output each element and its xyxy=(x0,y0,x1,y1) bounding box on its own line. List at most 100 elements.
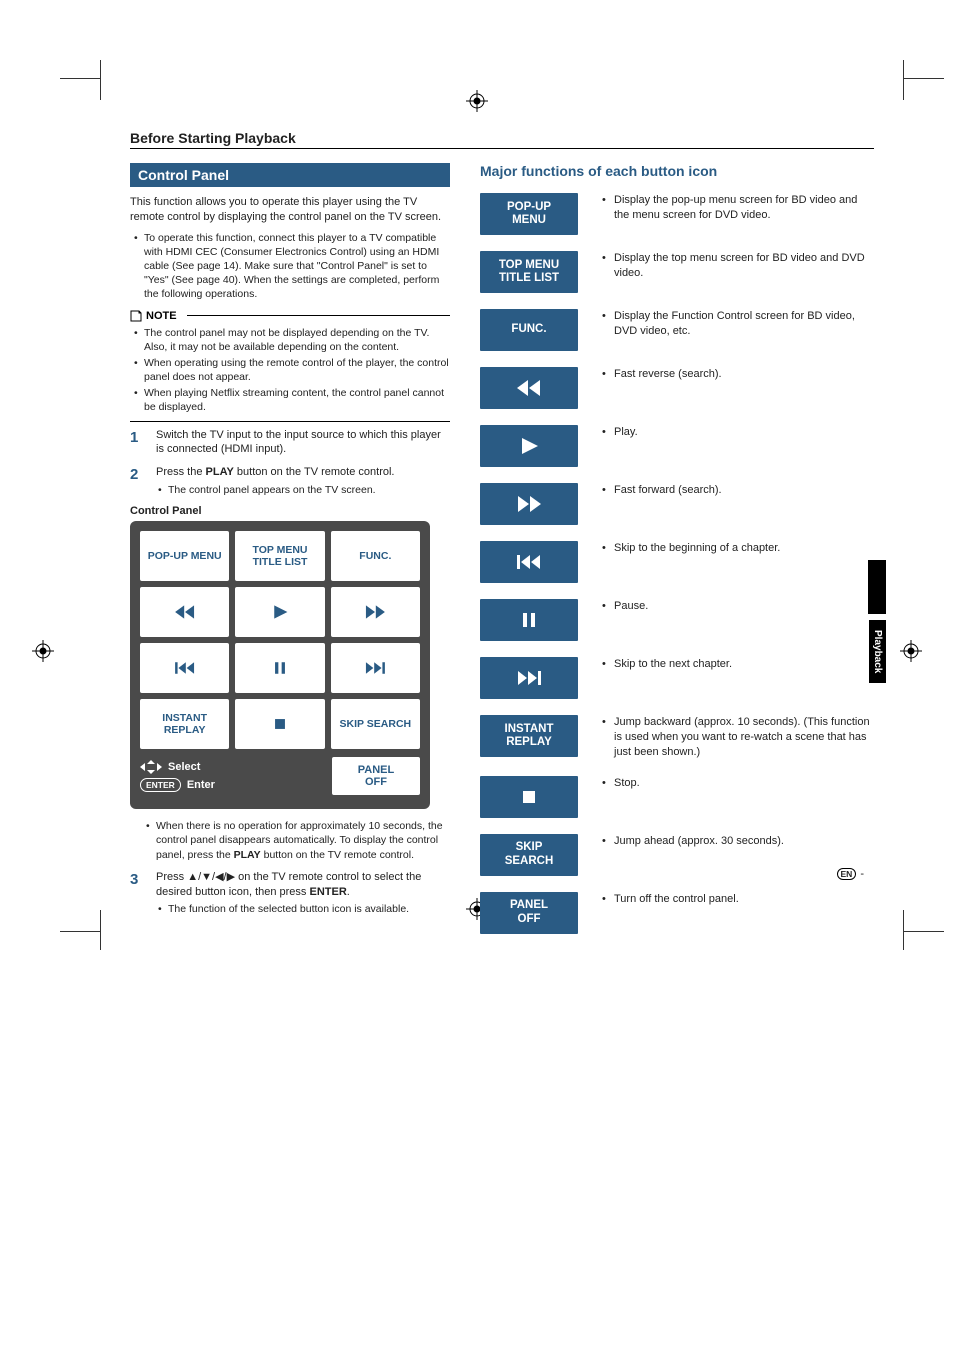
func-row: Skip to the next chapter. xyxy=(480,657,874,699)
func-button[interactable]: FUNC. xyxy=(480,309,578,351)
func-button[interactable] xyxy=(480,776,578,818)
step-sub: The control panel appears on the TV scre… xyxy=(156,483,450,497)
pause-icon xyxy=(266,658,294,678)
cp-enter-hint: ENTER Enter xyxy=(140,778,215,792)
cp-rewind-button[interactable] xyxy=(140,587,229,637)
func-row: Fast forward (search). xyxy=(480,483,874,525)
cp-btn-label: FUNC. xyxy=(359,550,391,562)
step-text-part: Press the xyxy=(156,466,206,478)
step-text: Press the PLAY button on the TV remote c… xyxy=(156,465,450,497)
intro-bullets: To operate this function, connect this p… xyxy=(130,231,450,302)
func-row: INSTANT REPLAY Jump backward (approx. 10 … xyxy=(480,715,874,760)
left-column: Control Panel This function allows you t… xyxy=(130,163,450,950)
cp-panel-off-label: PANEL xyxy=(358,764,394,777)
step-3: 3 Press ▲/▼/◀/▶ on the TV remote control… xyxy=(130,870,450,917)
play-icon xyxy=(512,435,546,457)
step-1: 1 Switch the TV input to the input sourc… xyxy=(130,428,450,458)
func-desc: Stop. xyxy=(602,776,874,791)
step-text: Press ▲/▼/◀/▶ on the TV remote control t… xyxy=(156,870,450,917)
note-bullet: When operating using the remote control … xyxy=(130,356,450,384)
func-row: TOP MENU TITLE LISTDisplay the top menu … xyxy=(480,251,874,293)
func-desc: Jump ahead (approx. 30 seconds). xyxy=(602,834,874,849)
cp-skipfwd-button[interactable] xyxy=(331,643,420,693)
cp-top-menu-button[interactable]: TOP MENU TITLE LIST xyxy=(235,531,324,581)
steps-list-cont: 3 Press ▲/▼/◀/▶ on the TV remote control… xyxy=(130,870,450,917)
page-number: EN - xyxy=(837,868,864,880)
cp-ffwd-button[interactable] xyxy=(331,587,420,637)
bold-play: PLAY xyxy=(234,849,261,861)
cp-panel-off-button[interactable]: PANEL OFF xyxy=(332,757,420,795)
func-desc: Jump backward (approx. 10 seconds). (Thi… xyxy=(602,715,874,760)
dpad-icon xyxy=(140,760,162,774)
rewind-icon xyxy=(171,602,199,622)
rew-icon xyxy=(512,377,546,399)
note-rule xyxy=(187,315,450,316)
page-sep: - xyxy=(860,868,864,880)
cp-btn-label: SKIP SEARCH xyxy=(340,718,412,730)
steps-list: 1 Switch the TV input to the input sourc… xyxy=(130,428,450,498)
func-desc: Skip to the next chapter. xyxy=(602,657,874,672)
func-row: FUNC. Display the Function Control screen… xyxy=(480,309,874,351)
cp-panel-off-label: OFF xyxy=(365,776,387,789)
func-desc: Turn off the control panel. xyxy=(602,892,874,907)
func-button[interactable] xyxy=(480,599,578,641)
func-button[interactable]: TOP MENU TITLE LIST xyxy=(480,251,578,293)
skip-forward-icon xyxy=(361,658,389,678)
control-panel-mock: POP-UP MENU TOP MENU TITLE LIST FUNC. IN… xyxy=(130,521,430,809)
func-button[interactable] xyxy=(480,367,578,409)
func-row: PANEL OFF Turn off the control panel. xyxy=(480,892,874,934)
note-bullet: When playing Netflix streaming content, … xyxy=(130,386,450,414)
func-button[interactable]: PANEL OFF xyxy=(480,892,578,934)
func-row: POP-UP MENUDisplay the pop-up menu scree… xyxy=(480,193,874,235)
cp-pause-button[interactable] xyxy=(235,643,324,693)
func-button[interactable]: INSTANT REPLAY xyxy=(480,715,578,757)
step-number: 2 xyxy=(130,465,146,497)
cp-instant-replay-button[interactable]: INSTANT REPLAY xyxy=(140,699,229,749)
cp-skipback-button[interactable] xyxy=(140,643,229,693)
note-label-text: NOTE xyxy=(146,310,177,322)
note-icon xyxy=(130,310,142,322)
cp-btn-label: TOP MENU TITLE LIST xyxy=(237,544,322,568)
func-row: Pause. xyxy=(480,599,874,641)
cp-btn-label: POP-UP MENU xyxy=(148,550,222,562)
func-desc: Skip to the beginning of a chapter. xyxy=(602,541,874,556)
skip-back-icon xyxy=(171,658,199,678)
step-text-part: button on the TV remote control. xyxy=(234,466,395,478)
pause-icon xyxy=(512,609,546,631)
func-button[interactable] xyxy=(480,657,578,699)
right-heading: Major functions of each button icon xyxy=(480,163,874,179)
func-button[interactable] xyxy=(480,425,578,467)
step-text-bold: PLAY xyxy=(206,466,234,478)
skipback-icon xyxy=(512,551,546,573)
func-button[interactable]: SKIP SEARCH xyxy=(480,834,578,876)
func-desc: Display the Function Control screen for … xyxy=(602,309,874,339)
step-sub: The function of the selected button icon… xyxy=(156,902,450,916)
lang-badge: EN xyxy=(837,868,857,880)
intro-text: This function allows you to operate this… xyxy=(130,195,450,225)
func-desc: Play. xyxy=(602,425,874,440)
panel-caption: Control Panel xyxy=(130,505,450,517)
cp-popup-menu-button[interactable]: POP-UP MENU xyxy=(140,531,229,581)
play-icon xyxy=(266,602,294,622)
post-panel-note: When there is no operation for approxima… xyxy=(130,819,450,862)
control-panel-heading: Control Panel xyxy=(130,163,450,187)
cp-btn-label: INSTANT REPLAY xyxy=(142,712,227,736)
divider xyxy=(130,421,450,422)
cp-skip-search-button[interactable]: SKIP SEARCH xyxy=(331,699,420,749)
cp-play-button[interactable] xyxy=(235,587,324,637)
intro-bullet: To operate this function, connect this p… xyxy=(130,231,450,302)
step-number: 1 xyxy=(130,428,146,458)
cp-enter-label: Enter xyxy=(187,779,215,791)
fast-forward-icon xyxy=(361,602,389,622)
step-number: 3 xyxy=(130,870,146,917)
cp-func-button[interactable]: FUNC. xyxy=(331,531,420,581)
stop-icon xyxy=(512,786,546,808)
note-bullet: The control panel may not be displayed d… xyxy=(130,326,450,354)
func-button[interactable]: POP-UP MENU xyxy=(480,193,578,235)
step-2: 2 Press the PLAY button on the TV remote… xyxy=(130,465,450,497)
note-label: NOTE xyxy=(130,310,450,322)
right-column: Major functions of each button icon POP-… xyxy=(480,163,874,950)
cp-stop-button[interactable] xyxy=(235,699,324,749)
func-button[interactable] xyxy=(480,483,578,525)
func-button[interactable] xyxy=(480,541,578,583)
